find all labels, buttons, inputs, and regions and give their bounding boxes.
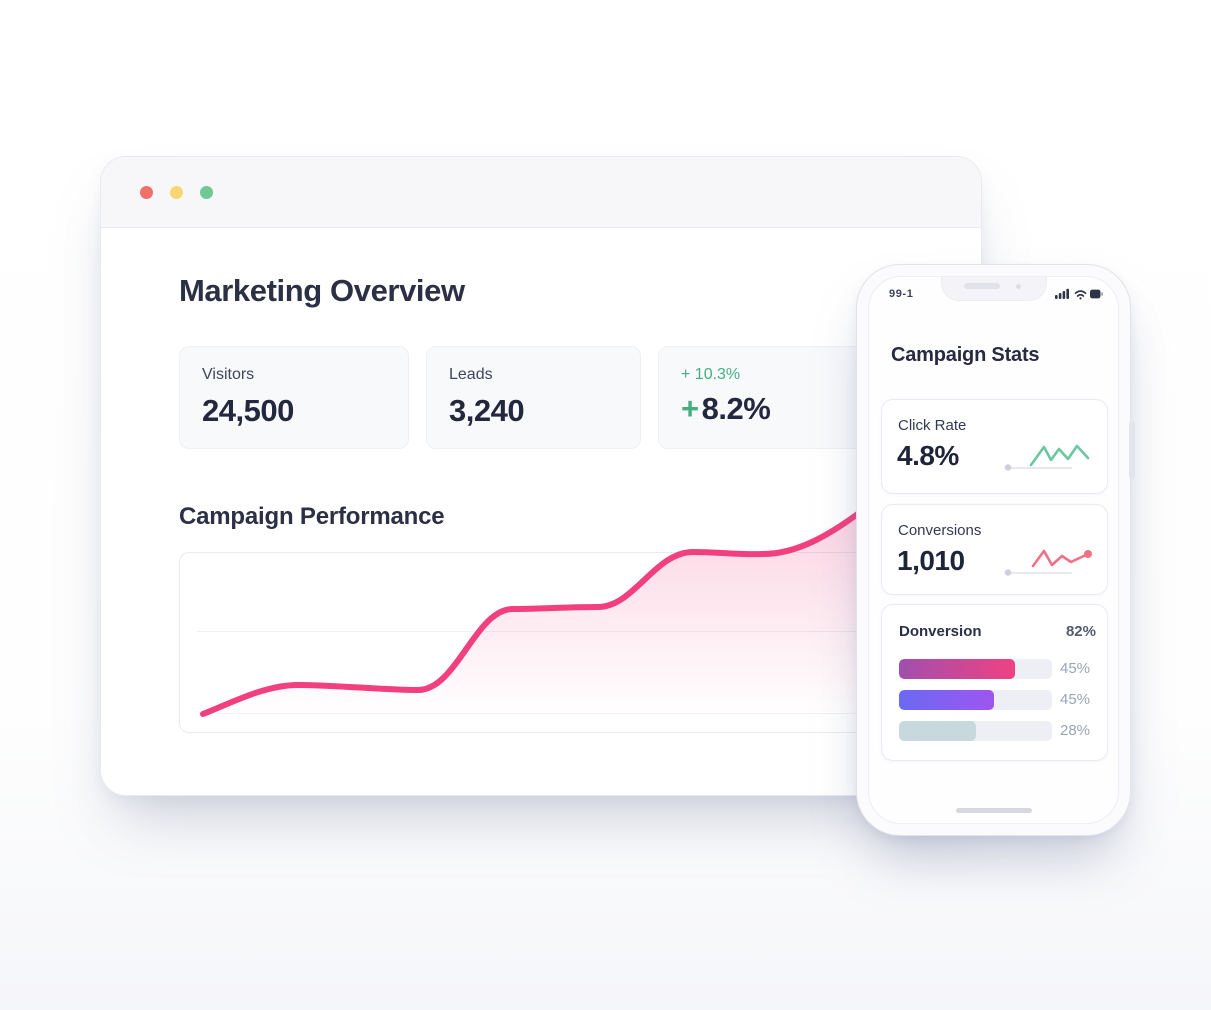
status-icons	[1055, 288, 1103, 300]
delta-label: + 10.3%	[681, 366, 741, 383]
close-button[interactable]	[140, 185, 153, 199]
metric-label: Click Rate	[898, 417, 967, 434]
sparkline-chart-conversions	[1004, 549, 1092, 576]
progress-title: Donversion	[899, 623, 982, 640]
stat-card-visitors: Visitors 24,500	[179, 346, 409, 449]
sparkline-chart-click-rate	[1004, 444, 1090, 471]
browser-titlebar	[101, 157, 981, 228]
speaker-icon	[963, 283, 1000, 289]
progress-bar-fill	[899, 659, 1016, 679]
campaign-performance-chart-card	[179, 552, 905, 733]
section-title: Campaign Performance	[179, 503, 445, 530]
spark-start-dot	[1004, 569, 1012, 576]
spark-start-dot	[1004, 464, 1012, 471]
progress-card: Donversion 82% 45% 45% 28%	[881, 604, 1108, 761]
page-title: Marketing Overview	[179, 273, 465, 308]
progress-bar-label: 45%	[1060, 660, 1091, 677]
metric-card-click-rate: Click Rate 4.8%	[881, 399, 1108, 494]
stat-label: Visitors	[202, 366, 255, 383]
stat-card-leads: Leads 3,240	[426, 346, 641, 449]
stat-card-growth: + 10.3% +8.2%	[658, 346, 873, 449]
wifi-icon	[1074, 290, 1087, 300]
metric-value: 1,010	[897, 545, 965, 576]
progress-bar-fill	[899, 690, 994, 710]
stat-value: 24,500	[202, 393, 294, 428]
signal-icon	[1055, 288, 1069, 299]
minimize-button[interactable]	[170, 185, 183, 199]
metric-card-conversions: Conversions 1,010	[881, 504, 1108, 595]
battery-icon	[1090, 289, 1103, 299]
stat-label: Leads	[449, 366, 493, 383]
progress-bar-fill	[899, 721, 976, 741]
metric-value: 4.8%	[897, 440, 959, 471]
plus-icon: +	[681, 391, 699, 426]
progress-bar-label: 45%	[1060, 691, 1091, 708]
stats-row: Visitors 24,500 Leads 3,240 + 10.3% +8.2…	[179, 346, 873, 449]
stat-value: +8.2%	[681, 391, 850, 427]
progress-bar-track	[899, 690, 1052, 710]
phone-screen: 99-1 Campaign Stats	[868, 276, 1119, 824]
progress-header: Donversion 82%	[899, 623, 1096, 640]
phone-notch	[940, 277, 1047, 301]
phone-heading: Campaign Stats	[891, 344, 1040, 366]
status-time: 99-1	[889, 288, 914, 300]
progress-bar-track	[899, 659, 1052, 679]
camera-icon	[1015, 284, 1021, 289]
phone-mockup: 99-1 Campaign Stats	[856, 264, 1135, 836]
home-indicator	[955, 808, 1032, 813]
progress-headline-value: 82%	[1065, 623, 1096, 640]
chart-gridline	[197, 631, 904, 632]
spark-end-dot	[1084, 550, 1092, 558]
zoom-button[interactable]	[200, 185, 213, 199]
progress-bar-track	[899, 721, 1052, 741]
progress-bar-label: 28%	[1060, 722, 1091, 739]
chart-baseline	[202, 713, 904, 714]
stat-value: 3,240	[449, 393, 525, 428]
stat-value-number: 8.2%	[701, 391, 771, 426]
browser-window: Marketing Overview Visitors 24,500 Leads…	[100, 156, 982, 796]
phone-side-button	[1129, 421, 1135, 479]
metric-label: Conversions	[898, 522, 982, 539]
